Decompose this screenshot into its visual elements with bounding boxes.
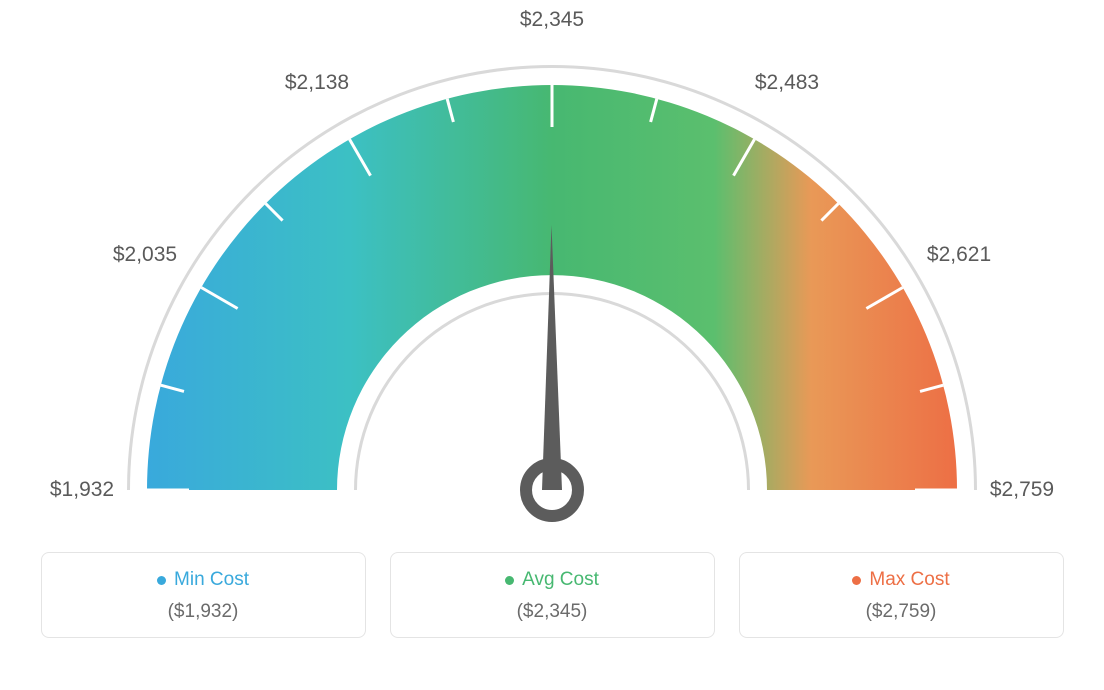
legend-card-avg: Avg Cost ($2,345): [390, 552, 715, 638]
dot-min: [157, 576, 166, 585]
gauge-tick-label: $2,345: [520, 8, 584, 32]
legend-value-avg-text: ($2,345): [401, 601, 704, 623]
gauge-chart: $1,932 $2,035 $2,138 $2,345 $2,483 $2,621 $2,7…: [52, 10, 1052, 540]
gauge-tick-label: $2,759: [990, 478, 1054, 502]
legend-value-max-text: ($2,759): [750, 601, 1053, 623]
dot-avg: [505, 576, 514, 585]
legend-label-max: Max Cost: [869, 569, 949, 591]
legend-card-max: Max Cost ($2,759): [739, 552, 1064, 638]
gauge-tick-label: $2,138: [285, 71, 349, 95]
legend-label-min: Min Cost: [174, 569, 249, 591]
gauge-tick-label: $1,932: [50, 478, 114, 502]
dot-max: [852, 576, 861, 585]
legend-row: Min Cost ($1,932) Avg Cost ($2,345) Max …: [41, 552, 1064, 638]
gauge-tick-label: $2,035: [113, 243, 177, 267]
legend-card-min: Min Cost ($1,932): [41, 552, 366, 638]
legend-label-avg: Avg Cost: [522, 569, 599, 591]
gauge-tick-label: $2,621: [927, 243, 991, 267]
legend-value-min-text: ($1,932): [52, 601, 355, 623]
gauge-tick-label: $2,483: [755, 71, 819, 95]
gauge-svg: [52, 10, 1052, 540]
